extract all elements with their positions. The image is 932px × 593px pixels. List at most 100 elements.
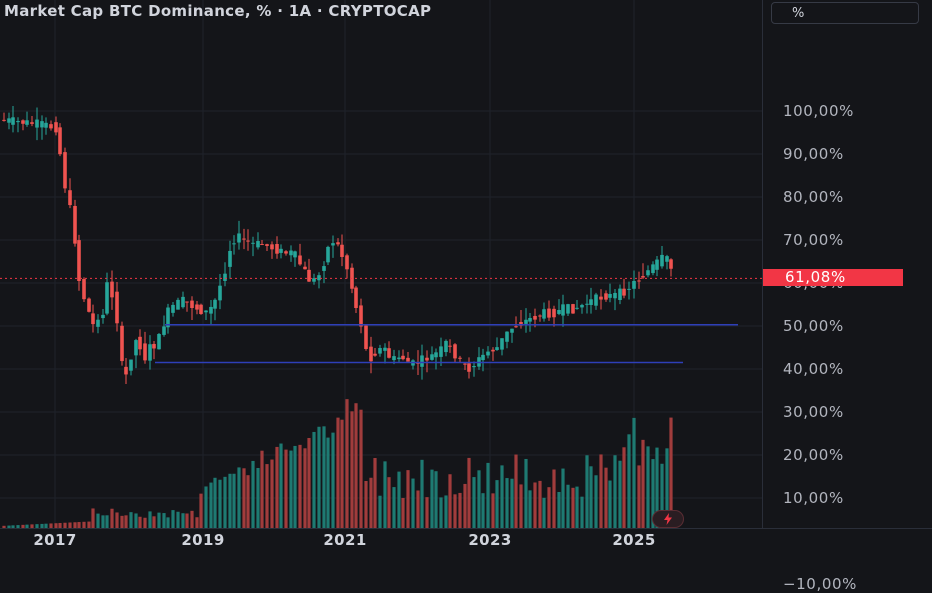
volume-bar	[345, 399, 349, 528]
volume-bar	[223, 476, 227, 528]
y-axis-label: 30,00%	[783, 403, 844, 421]
candle-body	[669, 259, 673, 269]
volume-bar	[430, 469, 434, 528]
candle-body	[298, 255, 302, 265]
volume-bar	[87, 521, 91, 528]
candle-body	[73, 205, 77, 244]
x-axis-label: 2019	[181, 531, 225, 549]
volume-bar	[463, 483, 467, 528]
volume-bar	[627, 434, 631, 528]
volume-bar	[566, 484, 570, 528]
y-axis-label: 20,00%	[783, 446, 844, 464]
volume-bar	[63, 522, 67, 528]
candle-body	[284, 251, 288, 254]
volume-bar	[181, 513, 185, 528]
chart-area[interactable]: Market Cap BTC Dominance, % · 1A · CRYPT…	[0, 0, 762, 528]
volume-bar	[420, 459, 424, 528]
volume-bar	[439, 497, 443, 528]
candle-body	[176, 299, 180, 310]
candle-body	[120, 325, 124, 362]
y-axis-label: 70,00%	[783, 231, 844, 249]
volume-bar	[246, 475, 250, 528]
candle-body	[138, 336, 142, 350]
candle-body	[622, 288, 626, 296]
volume-bar	[152, 516, 156, 528]
volume-bar	[458, 492, 462, 528]
candle-body	[439, 346, 443, 357]
volume-bar	[228, 473, 232, 528]
candle-body	[166, 307, 170, 328]
volume-bar	[143, 517, 147, 528]
candle-body	[397, 357, 401, 360]
candle-body	[345, 255, 349, 270]
candle-body	[542, 309, 546, 319]
volume-bar	[481, 493, 485, 528]
volume-bar	[293, 445, 297, 528]
volume-bar	[552, 469, 556, 528]
candle-body	[148, 344, 152, 361]
volume-bar	[270, 459, 274, 528]
volume-bar	[2, 525, 6, 528]
candle-body	[152, 343, 156, 349]
volume-bar	[571, 487, 575, 528]
volume-bar	[637, 465, 641, 528]
volume-bar	[387, 477, 391, 528]
volume-bar	[528, 490, 532, 528]
candle-body	[307, 269, 311, 282]
volume-bar	[265, 464, 269, 528]
volume-bar	[416, 490, 420, 528]
scale-unit-button[interactable]: %	[771, 2, 919, 24]
candles-layer	[2, 105, 673, 384]
candle-body	[481, 354, 485, 361]
candle-body	[467, 363, 471, 372]
candle-body	[40, 121, 44, 128]
candle-body	[383, 347, 387, 351]
price-scale[interactable]: % 100,00%90,00%80,00%70,00%60,00%50,00%4…	[762, 0, 932, 593]
candle-body	[279, 248, 283, 253]
volume-bar	[30, 524, 34, 528]
volume-bar	[538, 480, 542, 528]
volume-bar	[54, 523, 58, 528]
candle-body	[514, 326, 518, 328]
volume-bar	[105, 515, 109, 528]
chart-canvas[interactable]	[0, 0, 762, 528]
y-axis-label: −10,00%	[783, 575, 857, 593]
candle-body	[110, 281, 114, 298]
candle-body	[561, 304, 565, 316]
volume-bar	[49, 523, 53, 528]
candle-body	[552, 308, 556, 318]
candle-body	[458, 357, 462, 359]
volume-bar	[359, 409, 363, 528]
time-axis[interactable]: 2017 2019 2021 2023 2025	[0, 528, 932, 551]
volume-bar	[505, 478, 509, 528]
candle-body	[646, 270, 650, 276]
candle-body	[218, 285, 222, 301]
volume-bar	[232, 473, 236, 528]
volume-bar	[340, 419, 344, 528]
candle-body	[406, 357, 410, 362]
candle-body	[571, 304, 575, 314]
candle-body	[275, 244, 279, 254]
candle-body	[533, 315, 537, 320]
volume-bar	[303, 448, 307, 528]
volume-bar	[448, 474, 452, 528]
bolt-icon-button[interactable]	[652, 510, 684, 528]
candle-body	[91, 313, 95, 325]
candle-body	[293, 251, 297, 258]
candle-body	[557, 310, 561, 314]
volume-bar	[58, 522, 62, 528]
volume-bar	[495, 480, 499, 528]
volume-bar	[11, 525, 15, 528]
candle-body	[538, 315, 542, 317]
volume-bar	[40, 523, 44, 528]
x-axis-label: 2021	[323, 531, 367, 549]
volume-bar	[256, 467, 260, 528]
candle-body	[87, 298, 91, 312]
volume-bar	[44, 523, 48, 528]
volume-bar	[669, 417, 673, 528]
candle-body	[373, 353, 377, 356]
volume-bar	[275, 446, 279, 528]
volume-bar	[580, 496, 584, 528]
volume-bar	[608, 480, 612, 528]
candle-body	[364, 325, 368, 349]
